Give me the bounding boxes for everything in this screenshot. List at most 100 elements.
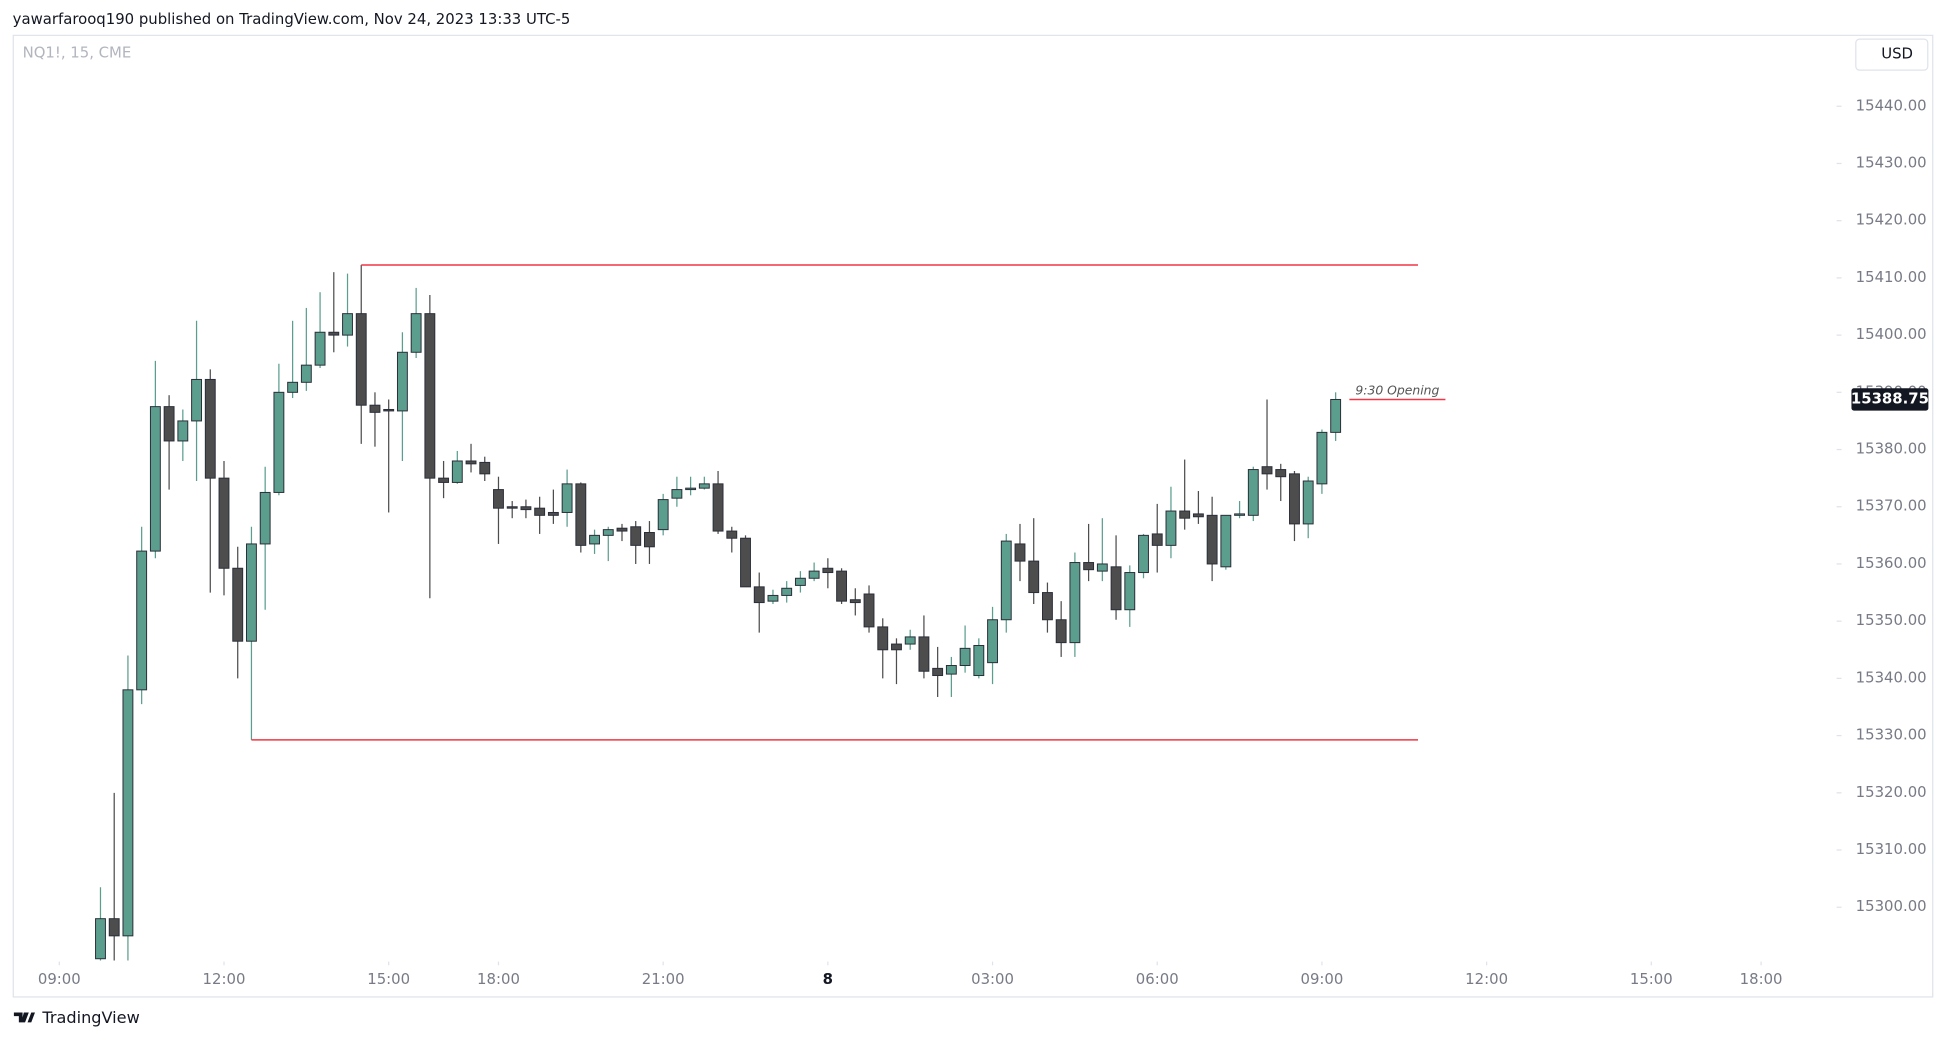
candle-body [383, 408, 395, 412]
y-tick-label: 15370.00 [1856, 497, 1927, 515]
candle-body [1069, 562, 1081, 644]
candle-body [1220, 514, 1232, 568]
candle-body [465, 460, 477, 465]
footer-brand: TradingView [41, 1008, 139, 1027]
candle-body [1179, 510, 1191, 519]
candle-body [794, 577, 806, 586]
candle-body [1096, 563, 1108, 572]
candle-body [1316, 431, 1328, 485]
candle-body [932, 667, 944, 677]
x-tick-label: 09:00 [1300, 970, 1343, 988]
candle-body [149, 406, 161, 552]
candle-body [1014, 543, 1026, 562]
x-tick-label: 09:00 [38, 970, 81, 988]
candle-body [1165, 510, 1177, 546]
y-tick-label: 15360.00 [1856, 554, 1927, 572]
x-tick-label: 03:00 [971, 970, 1014, 988]
candle-body [218, 477, 230, 569]
x-tick-label: 21:00 [642, 970, 685, 988]
candle-body [671, 489, 683, 499]
candle-body [1192, 513, 1204, 518]
y-tick-label: 15440.00 [1856, 96, 1927, 114]
symbol-label: NQ1!, 15, CME [23, 43, 132, 61]
candle-body [493, 489, 504, 509]
y-tick-label: 15340.00 [1856, 668, 1927, 686]
candle-body [644, 531, 655, 548]
candle-body [863, 593, 875, 628]
y-tick-label: 15320.00 [1856, 783, 1927, 801]
currency-button[interactable] [1855, 38, 1929, 71]
candle-body [822, 567, 834, 574]
y-tick-label: 15420.00 [1856, 211, 1927, 229]
candle-body [396, 351, 408, 412]
candle-body [273, 391, 285, 493]
candle-body [163, 406, 175, 442]
candle-body [589, 534, 600, 545]
candle-body [918, 636, 930, 672]
candle-body [945, 665, 957, 675]
candle-body [369, 404, 381, 413]
candle-body [561, 483, 573, 513]
publish-header: yawarfarooq190 published on TradingView.… [13, 10, 571, 28]
y-tick-label: 15300.00 [1856, 897, 1927, 915]
candle-body [328, 331, 340, 336]
candle-body [602, 529, 614, 536]
candle-body [424, 313, 436, 479]
candle-body [287, 381, 299, 393]
candle-body [808, 570, 820, 579]
candle-body [232, 567, 244, 642]
y-tick-label: 15330.00 [1856, 726, 1927, 744]
y-tick-label: 15380.00 [1856, 440, 1927, 458]
candle-body [767, 594, 779, 602]
candle-body [1028, 560, 1040, 594]
candle-body [506, 506, 518, 509]
candle-body [547, 511, 559, 516]
candle-body [1138, 534, 1149, 574]
x-tick-label: 8 [823, 970, 833, 988]
candle-body [657, 499, 669, 531]
candle-body [1083, 562, 1095, 571]
candle-body [987, 619, 998, 664]
candle-body [1124, 572, 1136, 611]
y-tick-label: 15410.00 [1856, 268, 1927, 286]
candle-body [1234, 513, 1246, 516]
x-tick-label: 18:00 [477, 970, 520, 988]
y-tick-label: 15350.00 [1856, 611, 1927, 629]
candle-body [342, 313, 353, 336]
candle-body [630, 526, 642, 546]
candle-body [95, 918, 106, 960]
candle-body [891, 643, 902, 651]
candle-body [726, 530, 738, 539]
candle-body [300, 364, 312, 383]
candle-body [122, 689, 134, 937]
x-tick-label: 06:00 [1136, 970, 1179, 988]
candle-body [1151, 533, 1163, 546]
candle-body [1261, 466, 1273, 475]
candle-body [1289, 473, 1300, 525]
candle-body [1247, 469, 1259, 516]
chart-frame [12, 34, 1934, 998]
candle-body [355, 313, 367, 406]
candle-body [259, 491, 271, 545]
candle-body [108, 918, 120, 937]
candle-body [904, 636, 916, 645]
candle-body [1275, 469, 1287, 478]
candle-body [1330, 398, 1342, 433]
candle-body [753, 586, 765, 604]
candle-body [698, 483, 710, 489]
x-tick-label: 12:00 [203, 970, 246, 988]
last-price-box [1851, 388, 1929, 411]
candle-body [451, 460, 463, 483]
candle-body [191, 378, 202, 422]
candle-body [410, 313, 422, 353]
candle-body [959, 647, 971, 667]
x-tick-label: 18:00 [1740, 970, 1783, 988]
x-tick-label: 15:00 [367, 970, 410, 988]
level-label: 9:30 Opening [1355, 382, 1439, 397]
candle-body [1302, 480, 1314, 525]
candle-body [520, 506, 532, 511]
plot-area [95, 264, 1446, 961]
y-tick-label: 15400.00 [1856, 325, 1927, 343]
